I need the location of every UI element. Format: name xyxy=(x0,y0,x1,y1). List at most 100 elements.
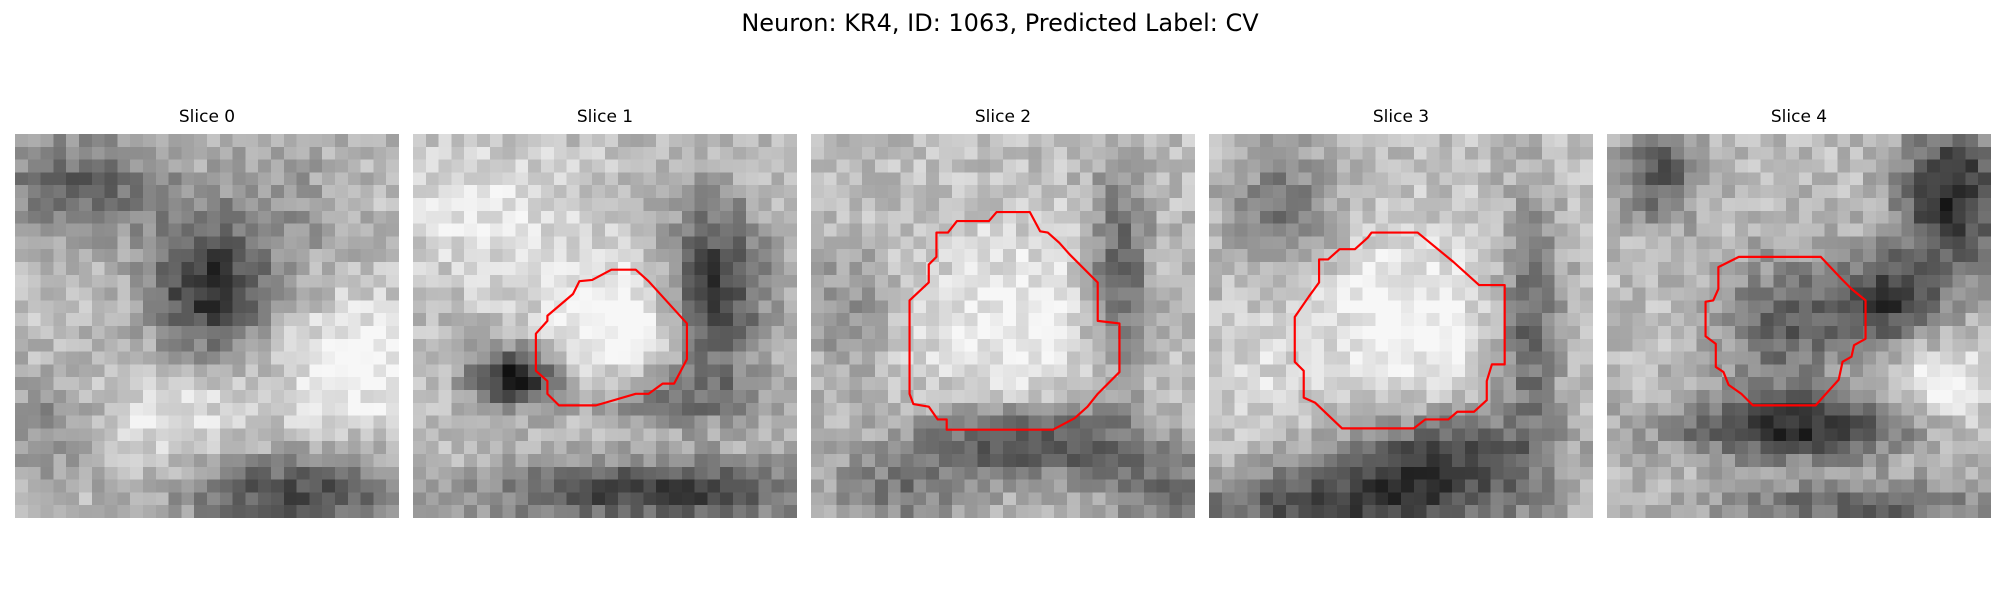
pixel xyxy=(347,172,361,186)
pixel xyxy=(990,415,1004,429)
pixel xyxy=(669,377,683,391)
pixel xyxy=(1285,377,1299,391)
pixel xyxy=(1658,479,1672,493)
pixel xyxy=(1914,146,1928,160)
pixel xyxy=(373,210,387,224)
pixel xyxy=(40,300,54,314)
pixel xyxy=(155,274,169,288)
pixel xyxy=(1696,479,1710,493)
pixel xyxy=(1863,146,1877,160)
pixel xyxy=(425,300,439,314)
pixel xyxy=(1273,300,1287,314)
pixel xyxy=(1079,134,1093,148)
pixel xyxy=(1118,479,1132,493)
pixel xyxy=(40,146,54,160)
pixel xyxy=(1619,390,1633,404)
pixel xyxy=(1914,287,1928,301)
pixel xyxy=(168,377,182,391)
pixel xyxy=(181,159,195,173)
pixel xyxy=(207,492,221,506)
pixel xyxy=(1375,274,1389,288)
pixel xyxy=(1209,466,1223,480)
pixel xyxy=(283,415,297,429)
pixel xyxy=(964,402,978,416)
pixel xyxy=(1477,505,1491,518)
pixel xyxy=(1760,262,1774,276)
pixel xyxy=(143,249,157,263)
pixel xyxy=(1580,198,1593,212)
pixel xyxy=(1490,351,1504,365)
pixel xyxy=(1965,172,1979,186)
pixel xyxy=(79,159,93,173)
pixel xyxy=(1015,146,1029,160)
pixel xyxy=(694,146,708,160)
pixel xyxy=(849,441,863,455)
pixel xyxy=(1311,198,1325,212)
pixel xyxy=(849,249,863,263)
pixel xyxy=(245,146,259,160)
pixel xyxy=(438,172,452,186)
pixel xyxy=(1965,287,1979,301)
pixel xyxy=(515,300,529,314)
pixel xyxy=(335,492,349,506)
pixel xyxy=(964,479,978,493)
pixel xyxy=(1067,287,1081,301)
pixel xyxy=(977,146,991,160)
pixel xyxy=(720,249,734,263)
pixel xyxy=(271,249,285,263)
pixel xyxy=(1285,198,1299,212)
pixel xyxy=(733,172,747,186)
pixel xyxy=(1799,313,1813,327)
pixel xyxy=(283,134,297,148)
pixel xyxy=(1426,351,1440,365)
pixel xyxy=(117,223,131,237)
pixel xyxy=(1619,466,1633,480)
pixel xyxy=(117,364,131,378)
pixel xyxy=(1413,505,1427,518)
pixel xyxy=(143,338,157,352)
pixel xyxy=(245,300,259,314)
pixel xyxy=(502,313,516,327)
pixel xyxy=(155,402,169,416)
pixel xyxy=(541,210,555,224)
pixel xyxy=(143,223,157,237)
pixel xyxy=(1554,402,1568,416)
pixel xyxy=(1298,351,1312,365)
pixel xyxy=(1156,326,1170,340)
pixel xyxy=(194,223,208,237)
pixel xyxy=(1722,454,1736,468)
pixel xyxy=(1824,287,1838,301)
pixel xyxy=(1799,198,1813,212)
pixel xyxy=(1490,210,1504,224)
pixel xyxy=(1260,351,1274,365)
pixel xyxy=(566,466,580,480)
pixel xyxy=(1709,262,1723,276)
pixel xyxy=(1863,441,1877,455)
pixel xyxy=(707,364,721,378)
pixel xyxy=(1799,287,1813,301)
pixel xyxy=(1452,492,1466,506)
pixel xyxy=(745,134,759,148)
pixel xyxy=(219,428,233,442)
pixel xyxy=(335,262,349,276)
pixel xyxy=(630,198,644,212)
pixel xyxy=(53,223,67,237)
pixel xyxy=(1349,441,1363,455)
pixel xyxy=(1003,262,1017,276)
pixel xyxy=(771,428,785,442)
pixel xyxy=(1298,146,1312,160)
pixel xyxy=(1118,300,1132,314)
pixel xyxy=(15,364,29,378)
pixel xyxy=(1362,441,1376,455)
pixel xyxy=(1747,466,1761,480)
pixel xyxy=(1311,274,1325,288)
pixel xyxy=(1131,249,1145,263)
pixel xyxy=(1413,210,1427,224)
pixel xyxy=(1490,466,1504,480)
pixel xyxy=(1273,428,1287,442)
pixel xyxy=(451,326,465,340)
pixel xyxy=(1824,185,1838,199)
pixel xyxy=(1388,185,1402,199)
pixel xyxy=(219,351,233,365)
pixel xyxy=(451,466,465,480)
